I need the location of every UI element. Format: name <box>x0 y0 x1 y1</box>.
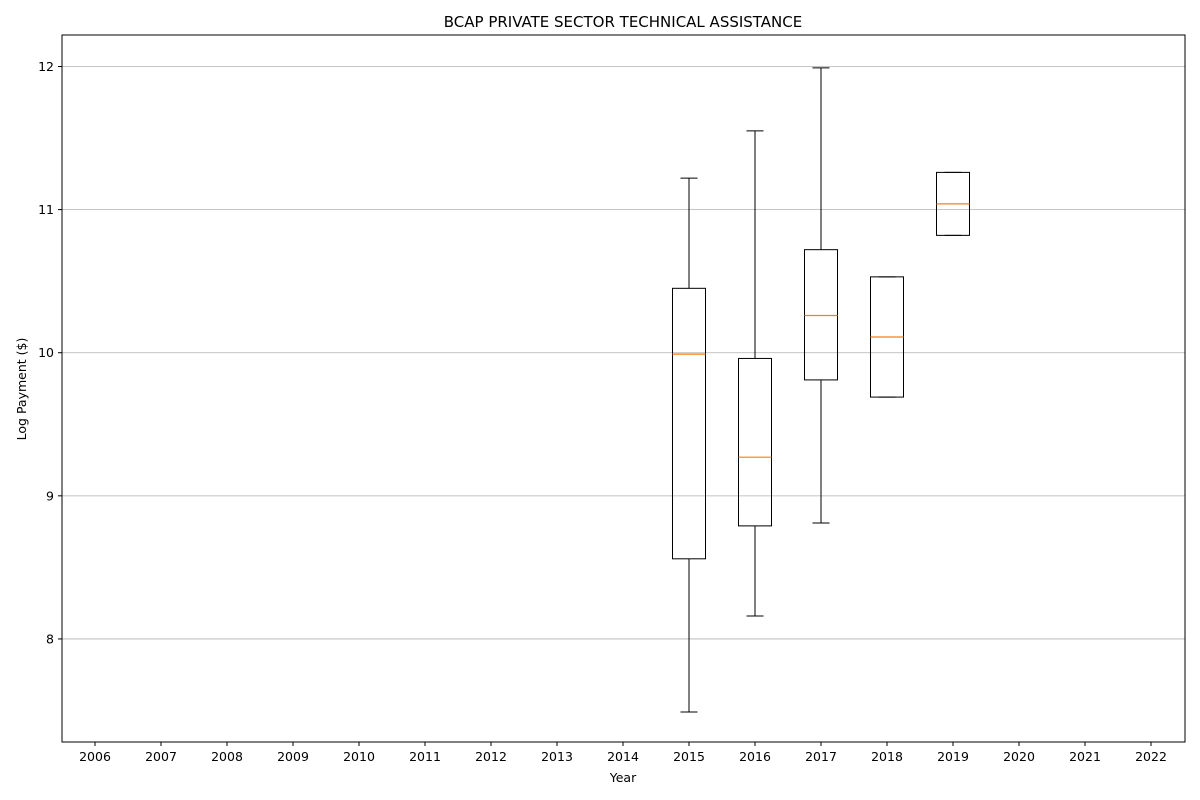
chart-title: BCAP PRIVATE SECTOR TECHNICAL ASSISTANCE <box>444 13 802 31</box>
x-axis-label: Year <box>609 770 637 785</box>
x-axis-ticks: 2006 2007 2008 2009 2010 2011 2012 2013 2014 2015… <box>79 742 1167 764</box>
x-tick-label: 2010 <box>343 749 375 764</box>
y-tick-label: 8 <box>46 631 54 646</box>
x-tick-label: 2009 <box>277 749 309 764</box>
x-tick-label: 2020 <box>1003 749 1035 764</box>
box-2015 <box>672 177 706 713</box>
y-tick-label: 10 <box>38 345 54 360</box>
iqr-box <box>738 357 772 527</box>
x-tick-label: 2015 <box>673 749 705 764</box>
x-tick-label: 2016 <box>739 749 771 764</box>
grid-lines <box>62 66 1185 640</box>
y-axis-label: Log Payment ($) <box>14 338 29 441</box>
x-tick-label: 2008 <box>211 749 243 764</box>
box-2016 <box>738 130 772 617</box>
box-2017 <box>804 67 838 524</box>
iqr-box <box>804 249 838 381</box>
x-tick-label: 2017 <box>805 749 837 764</box>
box-series <box>672 67 970 713</box>
box-2019 <box>936 171 970 236</box>
iqr-box <box>672 287 706 560</box>
y-tick-label: 12 <box>38 59 54 74</box>
plot-frame <box>61 34 1186 743</box>
x-tick-label: 2014 <box>607 749 639 764</box>
x-tick-label: 2013 <box>541 749 573 764</box>
box-2018 <box>870 276 904 398</box>
x-tick-label: 2019 <box>937 749 969 764</box>
y-axis-ticks: 8 9 10 11 12 <box>38 59 62 646</box>
x-tick-label: 2018 <box>871 749 903 764</box>
x-tick-label: 2011 <box>409 749 441 764</box>
x-tick-label: 2007 <box>145 749 177 764</box>
x-tick-label: 2022 <box>1135 749 1167 764</box>
y-tick-label: 9 <box>46 488 54 503</box>
x-tick-label: 2012 <box>475 749 507 764</box>
y-tick-label: 11 <box>38 202 54 217</box>
x-tick-label: 2006 <box>79 749 111 764</box>
x-tick-label: 2021 <box>1069 749 1101 764</box>
